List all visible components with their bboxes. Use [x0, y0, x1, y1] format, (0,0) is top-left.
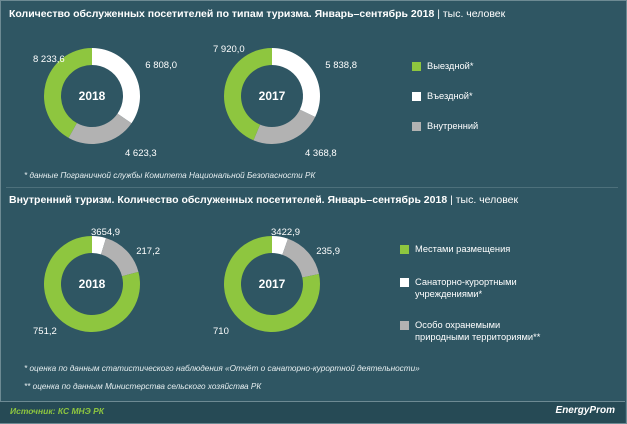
data-label: 4 368,8	[305, 148, 337, 159]
slice-местами-размещения	[44, 236, 141, 332]
slice-санаторно-курортными-учреждениями-	[272, 236, 288, 255]
data-label: 3654,9	[91, 227, 120, 238]
slice-въездной-	[272, 48, 320, 118]
center-year-label: 2018	[79, 277, 106, 291]
legend-inbound: Въездной*	[412, 90, 473, 102]
slice-особо-охраняемыми-природными-территориями-	[282, 238, 319, 278]
data-label: 3422,9	[271, 227, 300, 238]
slice-внутренний	[253, 109, 316, 144]
section1-unit: | тыс. человек	[437, 8, 506, 20]
donut-chart-tourism-2018: 2018 8 233,6 6 808,0 4 623,3	[33, 48, 177, 159]
section2-title-text: Внутренний туризм. Количество обслуженны…	[9, 194, 448, 206]
brand-logo: EnergyProm	[555, 405, 615, 416]
legend-swatch-green	[400, 245, 409, 254]
slice-особо-охраняемыми-природными-территориями-	[101, 238, 139, 277]
legend-label-accommodation: Местами размещения	[415, 244, 511, 254]
legend-swatch-gray	[400, 321, 409, 330]
section1-title: Количество обслуженных посетителей по ти…	[9, 8, 505, 20]
legend-label-protected-areas: Особо охранемыми природными территориями…	[415, 319, 540, 343]
legend-domestic: Внутренний	[412, 120, 478, 132]
donut-chart-domestic-2017: 2017 3422,9 235,9 710	[213, 227, 340, 337]
legend-sanatorium: Санаторно-курортными учреждениями*	[400, 276, 517, 300]
section2-footnote-2: ** оценка по данным Министерства сельско…	[24, 382, 262, 391]
section2-title: Внутренний туризм. Количество обслуженны…	[9, 194, 518, 206]
legend-label-outbound: Выездной*	[427, 61, 474, 71]
slice-внутренний	[68, 113, 132, 144]
slice-санаторно-курортными-учреждениями-	[92, 236, 106, 255]
data-label: 6 808,0	[145, 60, 177, 71]
footer-bar: Источник: КС МНЭ РК EnergyProm	[0, 401, 625, 423]
donut-chart-domestic-2018: 2018 3654,9 217,2 751,2	[33, 227, 160, 337]
data-label: 7 920,0	[213, 44, 245, 55]
slice-выездной-	[44, 48, 92, 138]
legend-accommodation: Местами размещения	[400, 243, 510, 255]
legend-outbound: Выездной*	[412, 60, 473, 72]
legend-label-sanatorium-line2: учреждениями*	[415, 289, 483, 299]
section2-footnote-1: * оценка по данным статистического наблю…	[24, 364, 420, 373]
center-year-label: 2018	[79, 89, 106, 103]
legend-swatch-white	[412, 92, 421, 101]
data-label: 710	[213, 326, 229, 337]
data-label: 4 623,3	[125, 148, 157, 159]
legend-swatch-green	[412, 62, 421, 71]
section-divider	[6, 187, 618, 188]
legend-label-sanatorium-line1: Санаторно-курортными	[415, 277, 517, 287]
legend-swatch-white	[400, 278, 409, 287]
slice-въездной-	[92, 48, 140, 124]
donut-chart-tourism-2017: 2017 7 920,0 5 838,8 4 368,8	[213, 44, 357, 159]
slice-местами-размещения	[224, 236, 320, 332]
section2-unit: | тыс. человек	[450, 194, 519, 206]
legend-label-domestic: Внутренний	[427, 121, 479, 131]
section1-title-text: Количество обслуженных посетителей по ти…	[9, 8, 435, 20]
slice-выездной-	[224, 48, 272, 141]
data-label: 751,2	[33, 326, 57, 337]
legend-swatch-gray	[412, 122, 421, 131]
legend-label-protected-line1: Особо охранемыми	[415, 320, 501, 330]
legend-label-protected-line2: природными территориями**	[415, 332, 541, 342]
data-label: 235,9	[316, 246, 340, 257]
data-label: 8 233,6	[33, 54, 65, 65]
section1-footnote: * данные Пограничной службы Комитета Нац…	[24, 171, 316, 180]
center-year-label: 2017	[259, 277, 286, 291]
legend-label-inbound: Въездной*	[427, 91, 473, 101]
legend-protected-areas: Особо охранемыми природными территориями…	[400, 319, 540, 343]
legend-label-sanatorium: Санаторно-курортными учреждениями*	[415, 276, 517, 300]
source-text: Источник: КС МНЭ РК	[10, 406, 105, 416]
data-label: 217,2	[136, 246, 160, 257]
data-label: 5 838,8	[325, 60, 357, 71]
center-year-label: 2017	[259, 89, 286, 103]
